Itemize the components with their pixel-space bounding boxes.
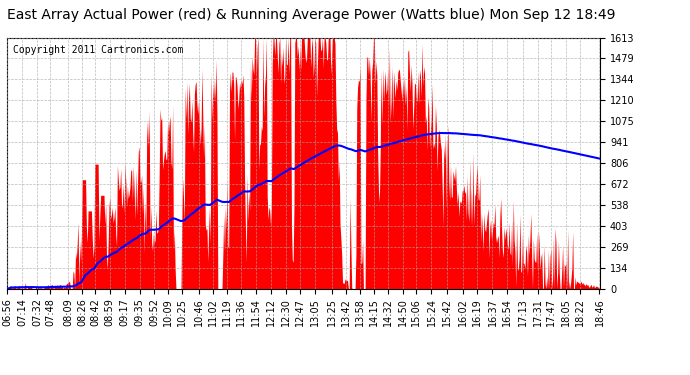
Text: Copyright 2011 Cartronics.com: Copyright 2011 Cartronics.com (13, 45, 184, 55)
Text: East Array Actual Power (red) & Running Average Power (Watts blue) Mon Sep 12 18: East Array Actual Power (red) & Running … (7, 8, 615, 21)
